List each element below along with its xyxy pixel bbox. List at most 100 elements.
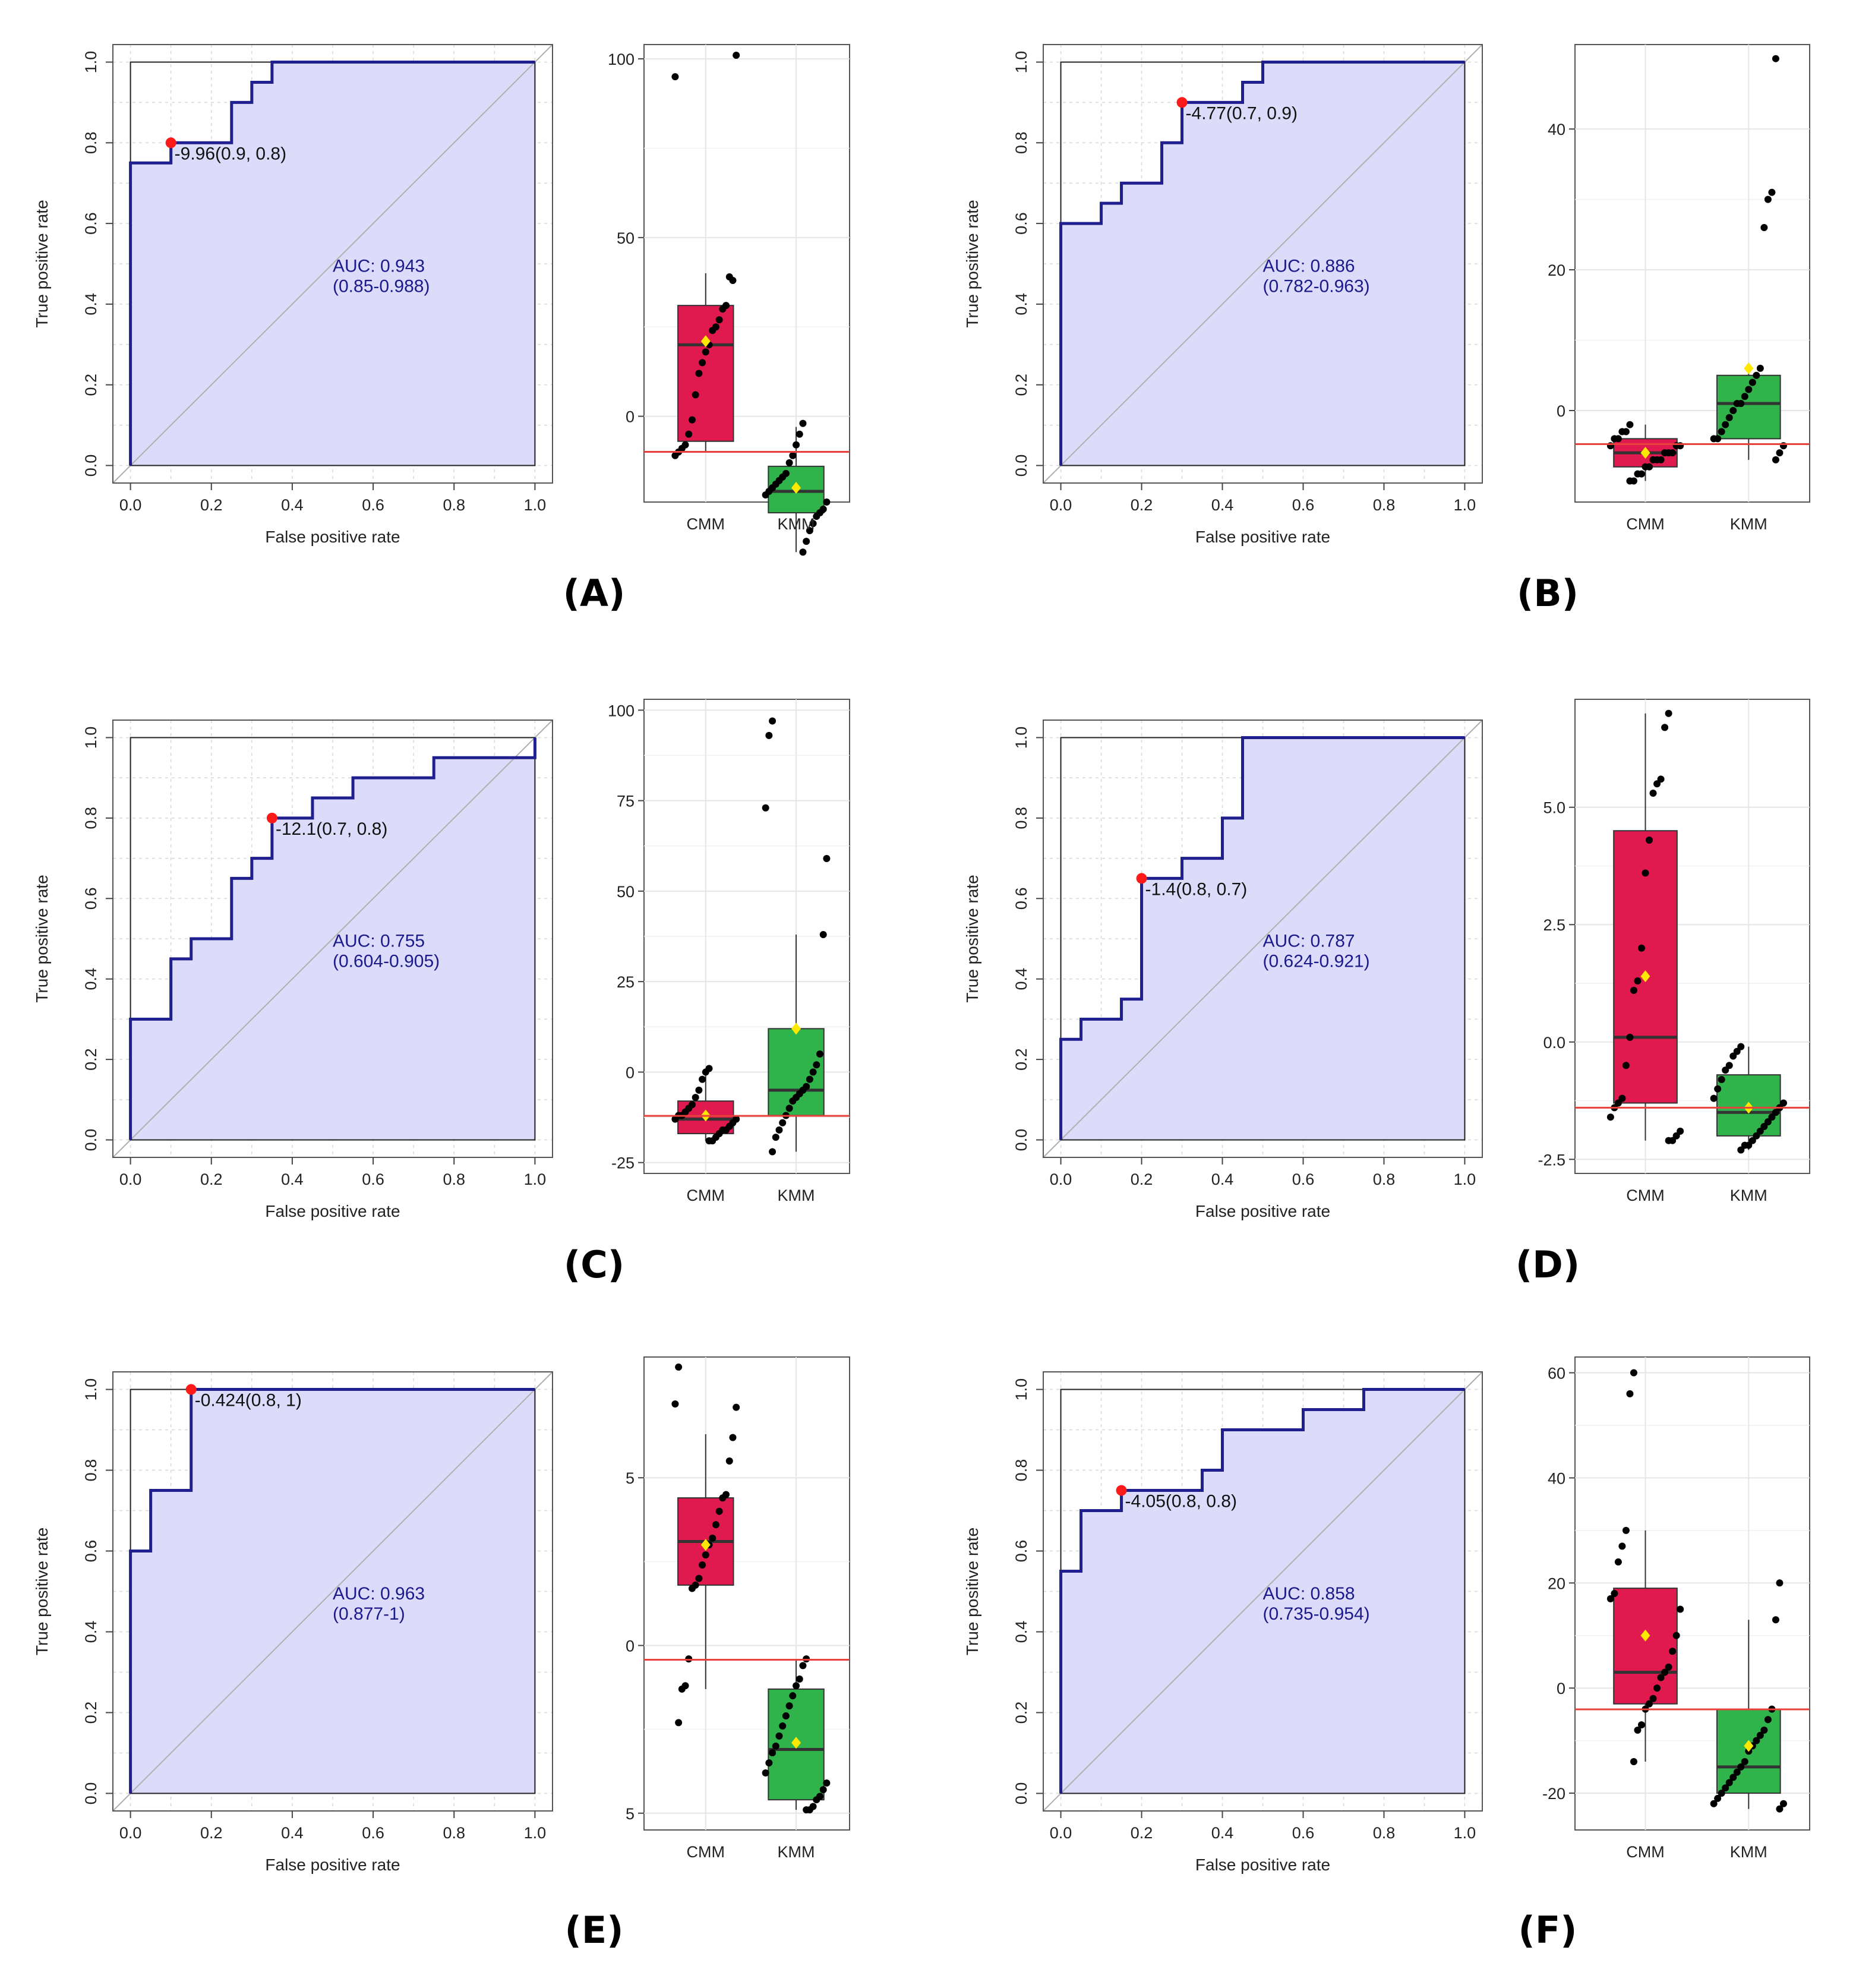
- x-tick-label: 0.8: [1373, 1170, 1396, 1188]
- data-point: [1733, 1768, 1741, 1776]
- data-point: [823, 1779, 831, 1787]
- data-point: [785, 1105, 793, 1112]
- y-tick-label: 0.0: [1012, 1782, 1030, 1805]
- data-point: [699, 1075, 706, 1083]
- box-y-tick-label: -20: [1542, 1785, 1565, 1803]
- data-point: [1764, 195, 1772, 203]
- data-point: [796, 1675, 803, 1683]
- data-point: [702, 348, 709, 356]
- data-point: [1779, 1099, 1787, 1107]
- data-point: [1776, 1579, 1784, 1587]
- data-point: [1710, 1800, 1718, 1807]
- x-tick-label: 0.4: [1211, 496, 1234, 514]
- panel-c: 0.0 0.2 0.4 0.6 0.8 1.0 0.0 0.2 0.4 0.6 0.8 1.0 Fals…: [33, 699, 850, 1286]
- panel-label: (A): [563, 572, 626, 615]
- y-tick-label: 0.4: [82, 293, 100, 315]
- box-y-tick-label: 20: [1548, 261, 1565, 279]
- box-cmm: [1606, 1369, 1684, 1766]
- y-tick-label: 1.0: [82, 51, 100, 74]
- data-point: [675, 1719, 683, 1727]
- data-point: [715, 1507, 723, 1515]
- x-tick-label: 0.8: [443, 496, 465, 514]
- data-point: [1665, 709, 1672, 717]
- x-tick-label: 1.0: [1454, 496, 1476, 514]
- y-tick-label: 0.6: [1012, 888, 1030, 910]
- data-point: [1606, 1595, 1614, 1602]
- data-point: [1630, 1758, 1637, 1766]
- box-y-tick-label: 60: [1548, 1365, 1565, 1383]
- y-tick-label: 0.6: [1012, 212, 1030, 235]
- x-tick-label: 0.6: [362, 1170, 384, 1188]
- roc-diagonal: [1043, 720, 1483, 1158]
- data-point: [688, 416, 696, 424]
- data-point: [1614, 1558, 1622, 1566]
- panel-d: 0.0 0.2 0.4 0.6 0.8 1.0 0.0 0.2 0.4 0.6 0.8 1.0 Fals…: [963, 699, 1810, 1286]
- data-point: [1772, 55, 1779, 62]
- auc-value: AUC: 0.963: [333, 1584, 425, 1604]
- mean-marker: [1640, 1629, 1650, 1642]
- data-point: [692, 1094, 699, 1102]
- data-point: [1626, 1033, 1634, 1041]
- data-point: [1779, 1800, 1787, 1807]
- roc-frame: [1043, 1371, 1483, 1812]
- data-point: [779, 1119, 787, 1126]
- data-point: [1642, 869, 1649, 877]
- data-point: [1646, 837, 1653, 844]
- y-tick-label: 0.2: [1012, 1048, 1030, 1071]
- x-tick-label: 0.6: [1292, 496, 1315, 514]
- y-axis-label: True positive rate: [963, 200, 981, 327]
- panel-b: 0.0 0.2 0.4 0.6 0.8 1.0 0.0 0.2 0.4 0.6 0.8 1.0 Fals…: [963, 44, 1810, 615]
- mean-marker: [700, 335, 711, 348]
- x-tick-label: 0.8: [1373, 1824, 1396, 1842]
- data-point: [1649, 790, 1657, 797]
- auc-value: AUC: 0.858: [1263, 1584, 1355, 1604]
- data-point: [1745, 386, 1753, 393]
- data-point: [1760, 1122, 1768, 1130]
- data-point: [1634, 1726, 1642, 1734]
- category-label: KMM: [778, 515, 815, 533]
- box-y-tick-label: 20: [1548, 1574, 1565, 1592]
- data-point: [762, 491, 769, 498]
- x-tick-label: 0.2: [1131, 1824, 1153, 1842]
- roc-frame: [1043, 44, 1483, 484]
- data-point: [671, 1400, 679, 1408]
- roc-curve: [1059, 61, 1465, 466]
- y-tick-label: 1.0: [82, 1378, 100, 1401]
- data-point: [803, 538, 810, 545]
- y-tick-label: 0.2: [82, 1702, 100, 1724]
- x-tick-label: 0.2: [1131, 496, 1153, 514]
- box-kmm: [1710, 1043, 1787, 1154]
- data-point: [705, 1137, 713, 1145]
- data-point: [779, 1722, 787, 1730]
- y-tick-label: 0.2: [1012, 1702, 1030, 1724]
- mean-marker: [1640, 970, 1650, 983]
- roc-diagonal: [112, 44, 553, 484]
- data-point: [1626, 477, 1634, 485]
- data-point: [823, 855, 831, 863]
- y-tick-label: 1.0: [1012, 1378, 1030, 1401]
- data-point: [813, 513, 820, 520]
- y-tick-label: 0.6: [82, 888, 100, 910]
- data-point: [1677, 1127, 1684, 1135]
- data-point: [1665, 1663, 1672, 1671]
- y-tick-label: 0.0: [82, 1129, 100, 1151]
- data-point: [1630, 1369, 1637, 1377]
- data-point: [1748, 1137, 1756, 1144]
- data-point: [799, 419, 807, 427]
- roc-curve: [129, 61, 535, 466]
- box-y-tick-label: 75: [617, 793, 635, 810]
- y-tick-label: 0.4: [1012, 968, 1030, 990]
- data-point: [762, 1769, 769, 1777]
- data-point: [1725, 1062, 1733, 1069]
- roc-frame: [112, 720, 553, 1158]
- x-tick-label: 0.0: [119, 496, 142, 514]
- y-tick-label: 1.0: [1012, 727, 1030, 749]
- data-point: [1718, 1790, 1725, 1797]
- data-point: [1753, 1132, 1760, 1140]
- data-point: [1714, 1794, 1722, 1802]
- category-label: KMM: [1730, 515, 1767, 533]
- data-point: [772, 1134, 779, 1141]
- data-point: [1725, 1779, 1733, 1787]
- data-point: [799, 1662, 807, 1670]
- data-point: [1729, 407, 1737, 414]
